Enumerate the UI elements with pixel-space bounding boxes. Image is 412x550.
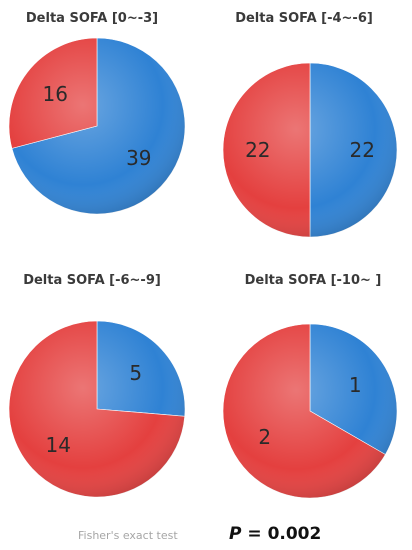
p-value-label: P = 0.002 bbox=[229, 524, 321, 544]
pie-title: Delta SOFA [-10~ ] bbox=[245, 273, 382, 288]
pie-chart-1: Delta SOFA [0~-3] 39 16 bbox=[8, 11, 186, 215]
slice-value-label: 22 bbox=[245, 138, 270, 162]
p-equals: = bbox=[247, 524, 262, 544]
pie-chart-grid: Delta SOFA [0~-3] 39 16 Delta SOFA [-4~-6] 2… bbox=[8, 11, 398, 499]
pie-title: Delta SOFA [-6~-9] bbox=[23, 273, 161, 288]
slice-value-label: 1 bbox=[349, 373, 362, 397]
pie-chart-3: Delta SOFA [-6~-9] 5 14 bbox=[8, 273, 186, 498]
slice-value-label: 16 bbox=[42, 82, 67, 106]
pie-title: Delta SOFA [-4~-6] bbox=[235, 11, 373, 26]
slice-value-label: 39 bbox=[126, 146, 151, 170]
p-symbol: P bbox=[229, 524, 242, 544]
footer: Fisher's exact test P = 0.002 bbox=[0, 523, 412, 549]
p-value: 0.002 bbox=[267, 524, 322, 544]
test-name-label: Fisher's exact test bbox=[78, 529, 178, 542]
slice-value-label: 14 bbox=[45, 433, 70, 457]
pie-chart-2: Delta SOFA [-4~-6] 22 22 bbox=[222, 11, 398, 238]
slice-value-label: 5 bbox=[129, 361, 142, 385]
slice-value-label: 2 bbox=[258, 425, 271, 449]
pie-chart-4: Delta SOFA [-10~ ] 1 2 bbox=[222, 273, 398, 499]
pie-title: Delta SOFA [0~-3] bbox=[26, 11, 158, 26]
slice-value-label: 22 bbox=[349, 138, 374, 162]
